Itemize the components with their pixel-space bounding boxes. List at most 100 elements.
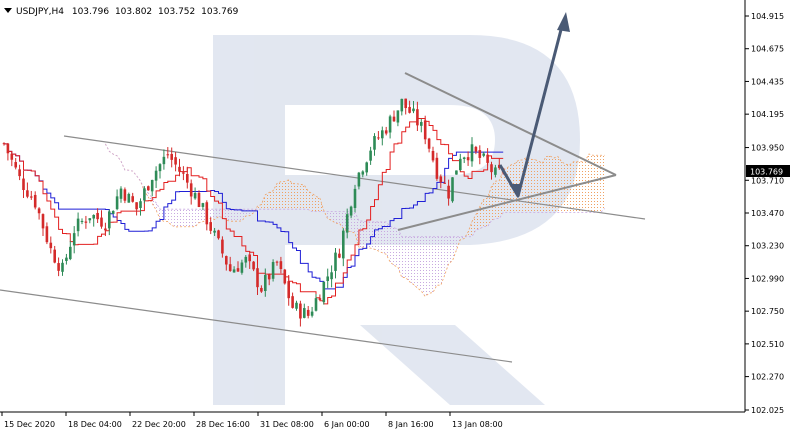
kumo-segment bbox=[577, 162, 581, 213]
kumo-segment bbox=[312, 194, 316, 212]
candle-body bbox=[287, 281, 290, 298]
candle-body bbox=[89, 218, 92, 220]
candle-body bbox=[420, 122, 423, 126]
candle-body bbox=[38, 208, 41, 213]
candle-body bbox=[248, 254, 251, 261]
candle-body bbox=[373, 136, 376, 150]
candle-body bbox=[326, 276, 329, 281]
watermark-logo bbox=[213, 35, 580, 405]
candle-body bbox=[50, 243, 53, 248]
time-tick-label: 28 Dec 16:00 bbox=[196, 420, 250, 429]
kumo-segment bbox=[507, 165, 511, 213]
kumo-segment bbox=[437, 237, 441, 285]
candle-body bbox=[443, 183, 446, 184]
candle-body bbox=[354, 189, 357, 208]
candle-body bbox=[432, 151, 435, 160]
collapse-triangle-icon[interactable] bbox=[4, 8, 12, 13]
candle-body bbox=[463, 158, 466, 159]
high-value: 103.802 bbox=[115, 7, 152, 17]
candle-body bbox=[100, 218, 103, 227]
candle-body bbox=[342, 231, 345, 259]
candle-body bbox=[7, 144, 10, 154]
candle-body bbox=[471, 144, 474, 161]
kumo-segment bbox=[484, 198, 488, 227]
svg-text:USDJPY,H4 103.796: USDJPY,H4 103.796 103.802 103.752 103.76… bbox=[16, 7, 239, 17]
open-value: 103.796 bbox=[72, 7, 109, 17]
candle-body bbox=[252, 262, 255, 270]
candle-body bbox=[303, 308, 306, 318]
candle-body bbox=[202, 203, 205, 207]
kumo-segment bbox=[441, 237, 445, 285]
time-tick-label: 18 Dec 04:00 bbox=[68, 420, 122, 429]
candle-body bbox=[264, 275, 267, 291]
kumo-segment bbox=[281, 182, 285, 210]
kumo-segment bbox=[297, 184, 301, 209]
candle-body bbox=[319, 298, 322, 300]
price-tick-label: 104.915 bbox=[751, 12, 784, 21]
kumo-segment bbox=[336, 212, 340, 224]
candle-body bbox=[284, 270, 287, 284]
close-value: 103.769 bbox=[201, 7, 238, 17]
kumo-segment bbox=[363, 221, 367, 248]
candle-body bbox=[159, 164, 162, 171]
kumo-segment bbox=[285, 180, 289, 210]
kumo-segment bbox=[183, 209, 187, 227]
kumo-segment bbox=[219, 209, 223, 217]
time-tick-label: 6 Jan 00:00 bbox=[324, 420, 370, 429]
candle-body bbox=[178, 167, 181, 172]
candle-body bbox=[170, 154, 173, 160]
candle-body bbox=[291, 296, 294, 308]
kumo-segment bbox=[534, 159, 538, 212]
candle-body bbox=[428, 139, 431, 149]
kumo-segment bbox=[375, 222, 379, 251]
arrow-head-up-icon bbox=[557, 12, 570, 32]
kumo-segment bbox=[394, 228, 398, 267]
candle-body bbox=[369, 151, 372, 161]
candle-body bbox=[397, 110, 400, 122]
candle-body bbox=[245, 257, 248, 263]
candle-body bbox=[30, 196, 33, 197]
price-tick-label: 102.270 bbox=[751, 373, 784, 382]
candle-body bbox=[139, 201, 142, 208]
candle-body bbox=[124, 189, 127, 200]
candle-body bbox=[346, 214, 349, 232]
kumo-segment bbox=[417, 237, 421, 291]
candle-body bbox=[73, 233, 76, 245]
candle-body bbox=[404, 99, 407, 108]
candle-body bbox=[81, 221, 84, 222]
kumo-segment bbox=[308, 191, 312, 211]
candle-body bbox=[46, 226, 49, 242]
kumo-segment bbox=[176, 209, 180, 227]
candle-body bbox=[104, 229, 107, 231]
time-tick-label: 22 Dec 20:00 bbox=[132, 420, 186, 429]
candle-body bbox=[116, 196, 119, 209]
kumo-segment bbox=[554, 156, 558, 212]
candle-body bbox=[377, 137, 380, 138]
kumo-segment bbox=[187, 209, 191, 227]
candle-body bbox=[167, 154, 170, 155]
candle-body bbox=[92, 215, 95, 218]
candle-body bbox=[213, 231, 216, 233]
candle-body bbox=[401, 99, 404, 111]
candle-body bbox=[482, 154, 485, 156]
candle-body bbox=[22, 179, 25, 190]
kumo-segment bbox=[172, 209, 176, 227]
candle-body bbox=[408, 107, 411, 113]
kumo-segment bbox=[402, 237, 406, 278]
kumo-segment bbox=[246, 209, 250, 216]
symbol-label: USDJPY,H4 bbox=[16, 7, 64, 17]
candle-body bbox=[190, 183, 193, 196]
candle-body bbox=[416, 109, 419, 125]
kumo-segment bbox=[546, 156, 550, 212]
candle-body bbox=[486, 155, 489, 163]
candle-body bbox=[311, 312, 314, 316]
candle-body bbox=[225, 256, 228, 264]
candle-body bbox=[256, 268, 259, 287]
candle-body bbox=[42, 214, 45, 228]
candle-body bbox=[233, 269, 236, 272]
candle-body bbox=[451, 177, 454, 201]
chart-header: USDJPY,H4 103.796 103.802 103.752 103.76… bbox=[4, 7, 239, 17]
price-tick-label: 103.710 bbox=[751, 176, 784, 185]
candle-body bbox=[385, 130, 388, 133]
